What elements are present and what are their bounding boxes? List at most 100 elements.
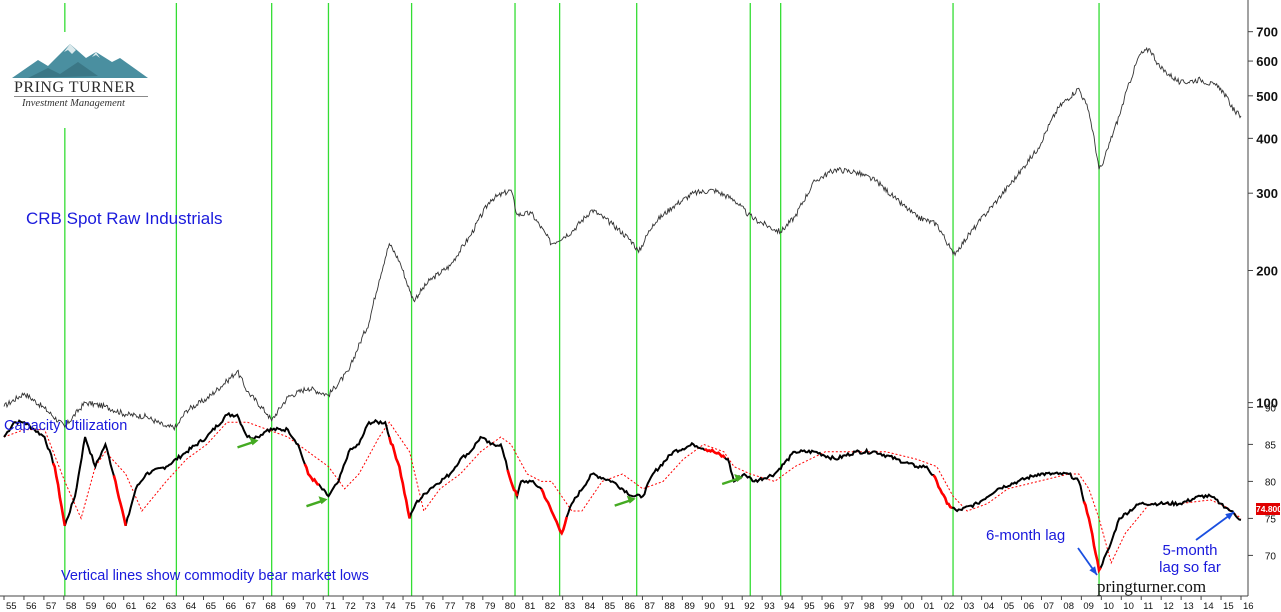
green-arrowhead xyxy=(249,437,259,446)
company-logo xyxy=(8,38,158,118)
decline-highlight xyxy=(112,475,127,527)
green-arrowhead xyxy=(626,495,636,504)
vertical-lines-caption: Vertical lines show commodity bear marke… xyxy=(61,568,369,584)
six-month-lag-arrow-head xyxy=(1089,566,1097,575)
x-tick-label: 85 xyxy=(605,601,616,612)
decline-highlight xyxy=(506,469,519,497)
five-month-lag-note: 5-month lag so far xyxy=(1159,542,1221,576)
x-tick-label: 00 xyxy=(904,601,915,612)
capacity-y-tick-label: 70 xyxy=(1265,551,1277,562)
five-month-lag-arrow-head xyxy=(1225,512,1234,520)
capacity-moving-average-line xyxy=(3,421,1242,565)
x-tick-label: 72 xyxy=(345,601,356,612)
x-tick-label: 13 xyxy=(1183,601,1194,612)
x-tick-label: 78 xyxy=(465,601,476,612)
x-tick-label: 65 xyxy=(206,601,217,612)
x-tick-label: 95 xyxy=(804,601,815,612)
x-tick-label: 80 xyxy=(505,601,516,612)
decline-highlight xyxy=(704,448,726,459)
crb-panel-title: CRB Spot Raw Industrials xyxy=(26,209,223,228)
x-tick-label: 58 xyxy=(66,601,77,612)
capacity-y-tick-label: 90 xyxy=(1265,403,1277,414)
x-tick-label: 11 xyxy=(1143,601,1153,612)
x-tick-label: 91 xyxy=(724,601,735,612)
x-tick-label: 14 xyxy=(1203,601,1214,612)
decline-highlight xyxy=(51,462,67,527)
x-tick-label: 87 xyxy=(644,601,655,612)
x-tick-label: 66 xyxy=(225,601,236,612)
x-tick-label: 93 xyxy=(764,601,775,612)
crb-y-tick-label: 600 xyxy=(1256,54,1278,69)
x-tick-label: 57 xyxy=(46,601,57,612)
x-axis: 55 56 57 58 59 60 61 62 63 64 65 66 67 68 69 70 71 72 73 74… xyxy=(0,595,1254,612)
x-tick-label: 02 xyxy=(944,601,955,612)
capacity-panel-title: Capacity Utilization xyxy=(4,418,128,434)
crb-y-tick-label: 500 xyxy=(1256,89,1278,104)
x-tick-label: 10 xyxy=(1123,601,1134,612)
capacity-y-tick-label: 85 xyxy=(1265,440,1277,451)
x-tick-label: 55 xyxy=(6,601,17,612)
x-tick-label: 92 xyxy=(744,601,755,612)
y-axes: 100 200 300 400 500 600 700 70 75 80 85 90 xyxy=(1247,0,1278,596)
crb-y-tick-label: 400 xyxy=(1256,131,1278,146)
decline-highlight xyxy=(932,474,953,510)
x-tick-label: 82 xyxy=(545,601,556,612)
x-tick-label: 03 xyxy=(964,601,975,612)
capacity-y-tick-label: 75 xyxy=(1265,514,1277,525)
crb-y-tick-label: 700 xyxy=(1256,25,1278,40)
x-tick-label: 16 xyxy=(1243,601,1254,612)
x-tick-label: 60 xyxy=(106,601,117,612)
brand-subtitle: Investment Management xyxy=(22,98,125,109)
x-tick-label: 01 xyxy=(924,601,935,612)
decline-highlight xyxy=(540,488,568,536)
crb-y-tick-label: 300 xyxy=(1256,186,1278,201)
x-tick-label: 04 xyxy=(984,601,995,612)
annotation-arrows xyxy=(1077,511,1235,576)
x-tick-label: 73 xyxy=(365,601,376,612)
x-tick-label: 77 xyxy=(445,601,456,612)
x-tick-label: 70 xyxy=(305,601,316,612)
x-tick-label: 86 xyxy=(625,601,636,612)
x-tick-label: 88 xyxy=(664,601,675,612)
website-watermark: pringturner.com xyxy=(1097,577,1207,596)
x-tick-label: 63 xyxy=(166,601,177,612)
mountain-logo-icon xyxy=(12,44,148,78)
crb-y-tick-label: 100 xyxy=(1256,396,1278,411)
x-tick-label: 99 xyxy=(884,601,895,612)
decline-highlight xyxy=(303,463,320,486)
capacity-y-tick-label: 80 xyxy=(1265,477,1277,488)
x-tick-label: 89 xyxy=(684,601,695,612)
x-tick-label: 67 xyxy=(245,601,256,612)
x-tick-label: 59 xyxy=(86,601,97,612)
decline-highlight xyxy=(1082,500,1102,574)
x-tick-label: 94 xyxy=(784,601,795,612)
x-tick-label: 83 xyxy=(565,601,576,612)
green-arrowhead xyxy=(318,496,328,505)
x-tick-label: 08 xyxy=(1063,601,1074,612)
capacity-panel xyxy=(3,411,1242,574)
bear-market-low-lines xyxy=(64,3,1100,596)
brand-name: PRING TURNER xyxy=(14,79,136,96)
x-tick-label: 75 xyxy=(405,601,416,612)
capacity-utilization-line xyxy=(3,411,1242,573)
x-tick-label: 76 xyxy=(425,601,436,612)
six-month-lag-note: 6-month lag xyxy=(986,527,1066,544)
x-tick-label: 68 xyxy=(265,601,276,612)
x-tick-label: 06 xyxy=(1024,601,1035,612)
x-tick-label: 90 xyxy=(704,601,715,612)
x-tick-label: 56 xyxy=(26,601,37,612)
x-tick-label: 07 xyxy=(1043,601,1054,612)
x-tick-label: 61 xyxy=(126,601,137,612)
x-tick-label: 12 xyxy=(1163,601,1174,612)
green-arrowhead xyxy=(734,474,744,482)
x-tick-label: 96 xyxy=(824,601,835,612)
x-tick-label: 79 xyxy=(485,601,496,612)
x-tick-label: 81 xyxy=(525,601,536,612)
x-tick-label: 84 xyxy=(585,601,596,612)
x-tick-label: 98 xyxy=(864,601,875,612)
x-tick-label: 74 xyxy=(385,601,396,612)
crb-panel xyxy=(3,46,1242,432)
x-tick-label: 10 xyxy=(1103,601,1114,612)
crb-series-line xyxy=(3,46,1242,432)
